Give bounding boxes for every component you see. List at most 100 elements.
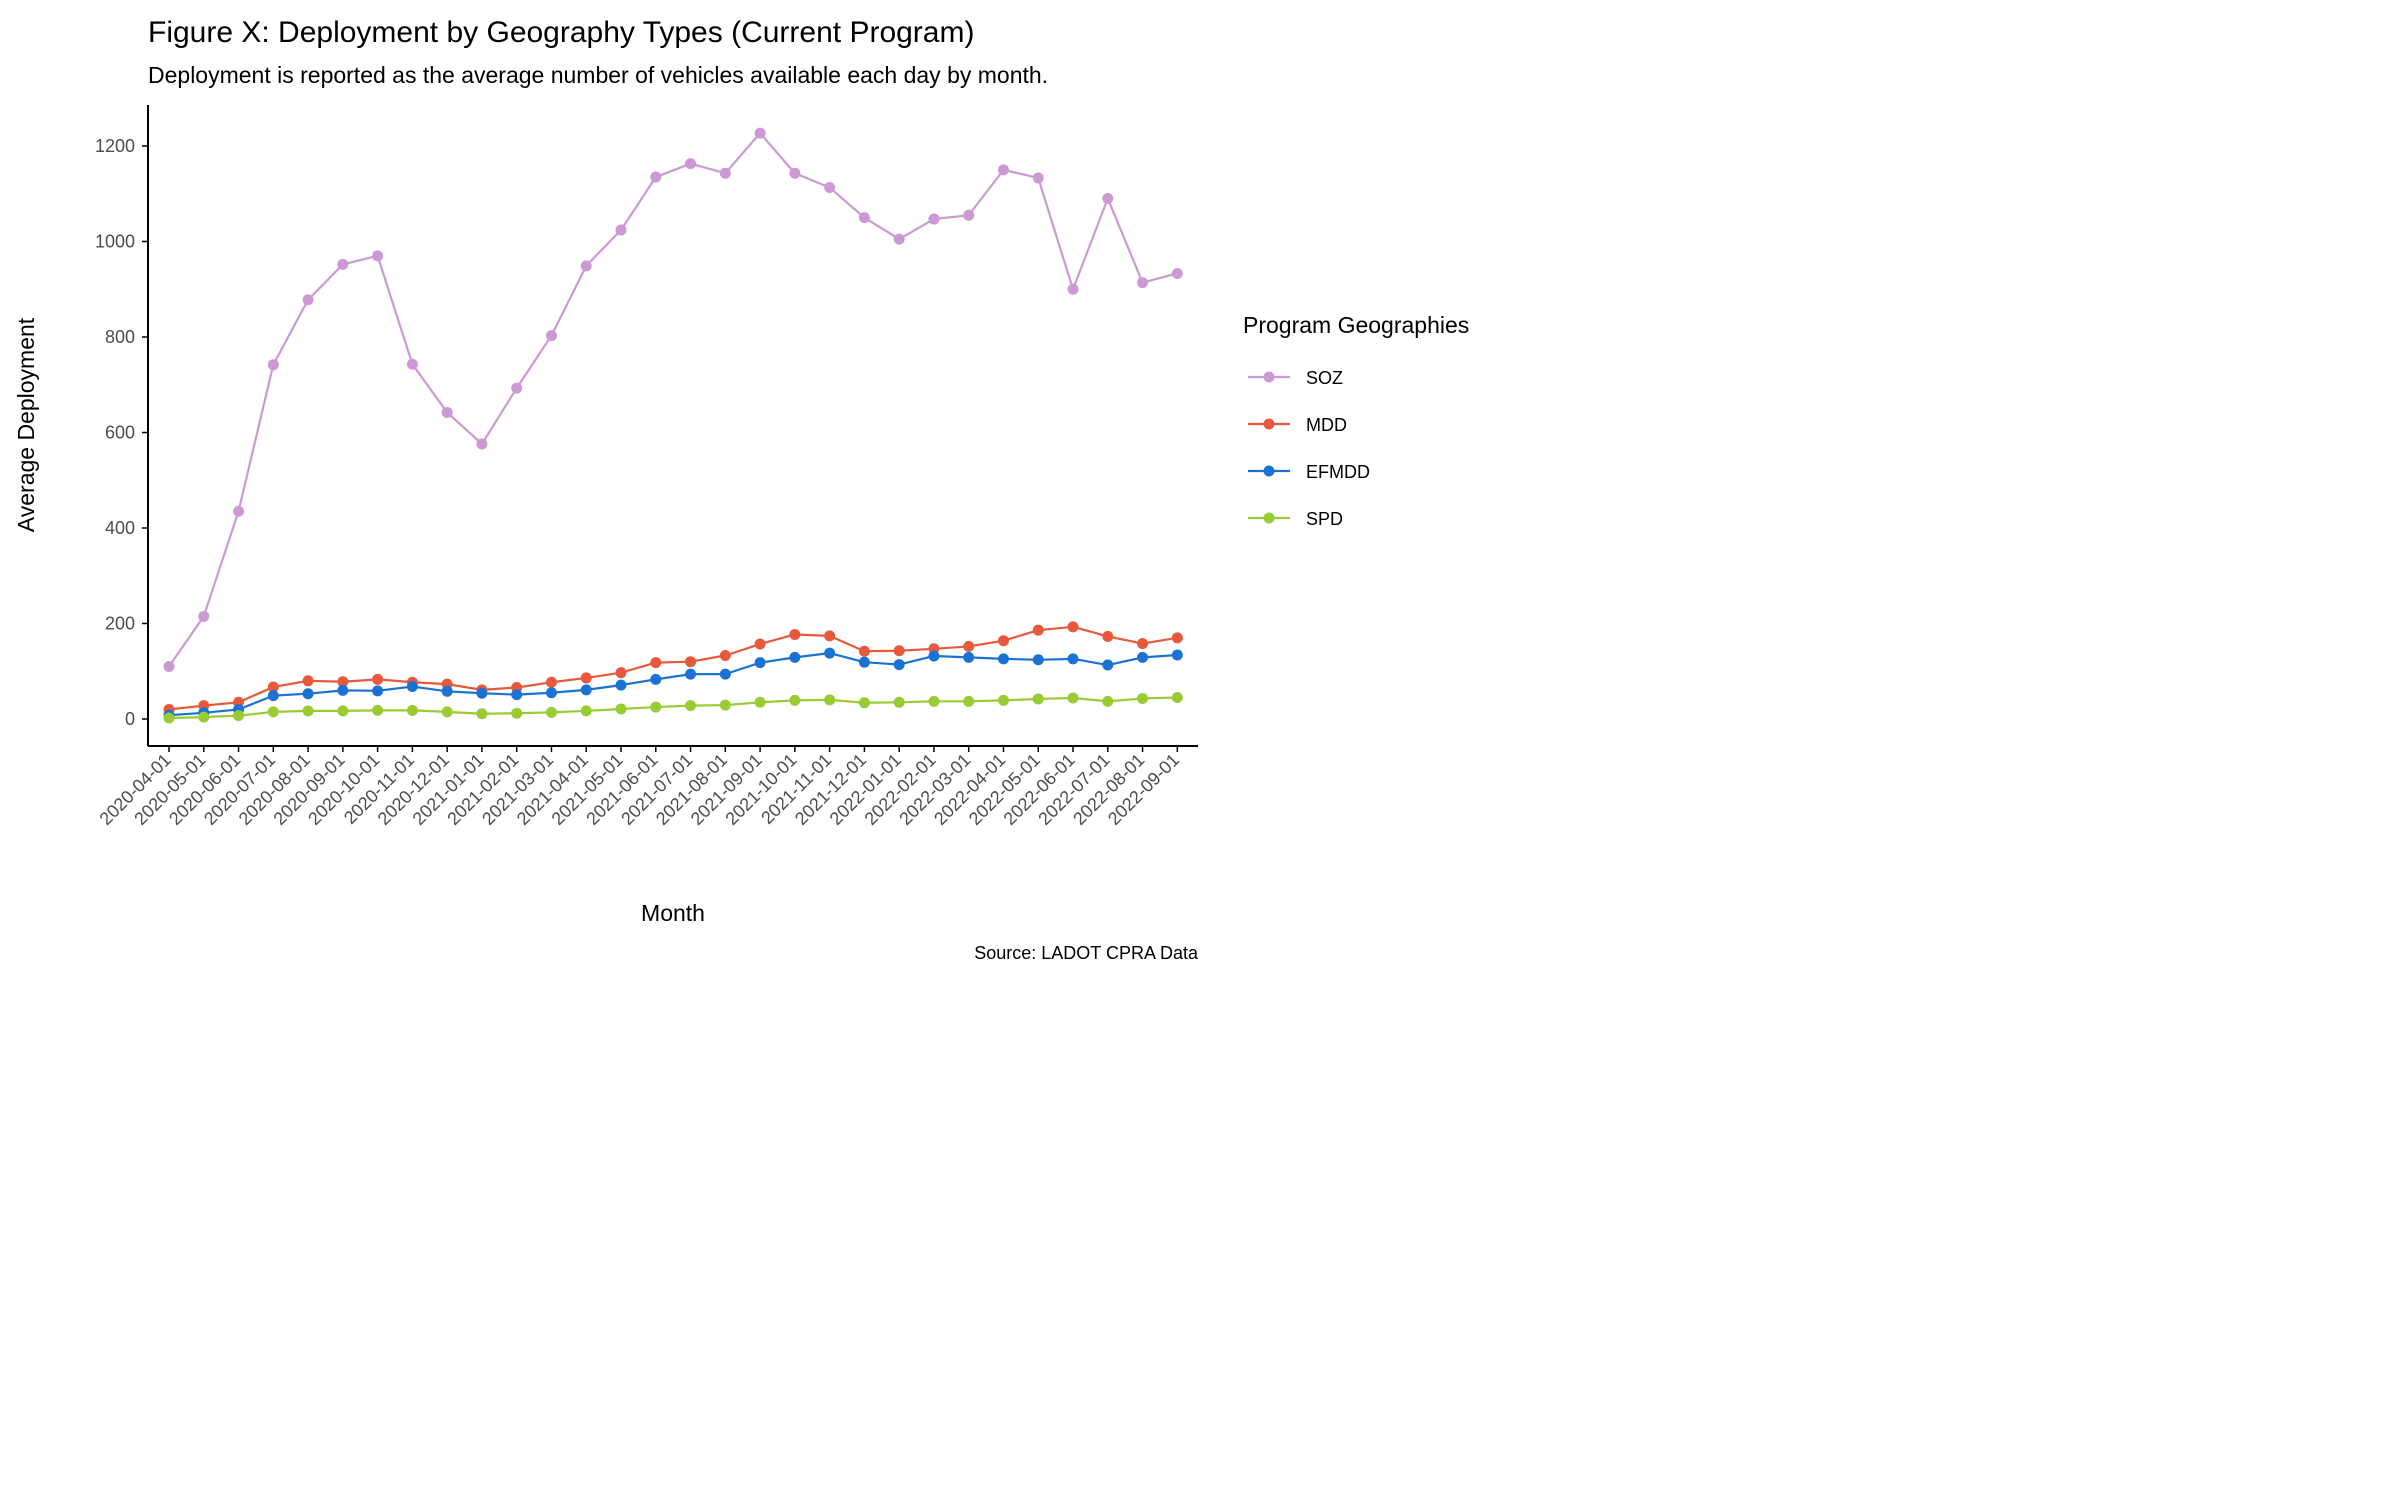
- y-tick-label: 200: [105, 614, 135, 634]
- data-point-spd: [1102, 695, 1114, 707]
- data-point-soz: [1137, 277, 1149, 289]
- data-point-spd: [267, 706, 279, 718]
- data-point-mdd: [824, 630, 836, 642]
- data-point-efmdd: [893, 659, 905, 671]
- data-point-spd: [476, 708, 488, 720]
- data-point-soz: [545, 330, 557, 342]
- y-tick-label: 400: [105, 518, 135, 538]
- data-point-efmdd: [337, 684, 349, 696]
- series-efmdd: [163, 647, 1183, 721]
- data-point-soz: [511, 382, 523, 394]
- data-point-efmdd: [267, 690, 279, 702]
- data-point-spd: [1137, 692, 1149, 704]
- data-point-mdd: [789, 628, 801, 640]
- data-point-mdd: [580, 672, 592, 684]
- data-point-soz: [1067, 283, 1079, 295]
- chart-subtitle: Deployment is reported as the average nu…: [148, 62, 1048, 88]
- legend: SOZ MDD EFMDD SPD: [1248, 368, 1370, 529]
- data-point-soz: [372, 250, 384, 262]
- data-point-soz: [406, 358, 418, 370]
- series-line-mdd: [168, 625, 1178, 711]
- data-point-soz: [928, 213, 940, 225]
- data-point-spd: [615, 703, 627, 715]
- data-point-spd: [233, 710, 245, 722]
- data-point-spd: [685, 700, 697, 712]
- data-point-mdd: [372, 673, 384, 685]
- data-point-efmdd: [615, 679, 627, 691]
- data-point-efmdd: [719, 668, 731, 680]
- data-point-spd: [1067, 692, 1079, 704]
- data-point-efmdd: [824, 647, 836, 659]
- data-point-spd: [163, 712, 175, 724]
- data-point-efmdd: [476, 687, 488, 699]
- legend-item-mdd: MDD: [1248, 415, 1347, 435]
- legend-item-efmdd: EFMDD: [1248, 462, 1370, 482]
- data-point-soz: [650, 171, 662, 183]
- series-spd: [163, 692, 1183, 724]
- data-point-efmdd: [511, 689, 523, 701]
- data-point-soz: [302, 294, 314, 306]
- y-tick-label: 1000: [95, 232, 135, 252]
- data-point-spd: [1032, 693, 1044, 705]
- data-point-mdd: [685, 656, 697, 668]
- chart-title: Figure X: Deployment by Geography Types …: [148, 16, 974, 49]
- data-point-mdd: [1137, 638, 1149, 650]
- data-point-soz: [233, 505, 245, 517]
- legend-title: Program Geographies: [1243, 312, 1469, 338]
- legend-key-point: [1263, 512, 1275, 524]
- data-point-spd: [441, 706, 453, 718]
- data-point-soz: [615, 224, 627, 236]
- legend-item-soz: SOZ: [1248, 368, 1343, 388]
- data-point-efmdd: [545, 687, 557, 699]
- data-point-mdd: [858, 645, 870, 657]
- legend-key-point: [1263, 465, 1275, 477]
- data-point-efmdd: [1032, 654, 1044, 666]
- data-point-soz: [789, 167, 801, 179]
- y-axis-title: Average Deployment: [13, 317, 39, 532]
- data-point-mdd: [337, 676, 349, 688]
- data-point-efmdd: [858, 656, 870, 668]
- y-tick-label: 800: [105, 327, 135, 347]
- y-tick-label: 600: [105, 423, 135, 443]
- series-mdd: [163, 621, 1183, 715]
- legend-label: MDD: [1306, 415, 1347, 435]
- series-soz: [163, 127, 1183, 672]
- data-point-soz: [1032, 172, 1044, 184]
- data-point-efmdd: [1137, 651, 1149, 663]
- data-point-spd: [302, 705, 314, 717]
- data-point-mdd: [1171, 632, 1183, 644]
- data-point-spd: [963, 695, 975, 707]
- data-point-soz: [963, 209, 975, 221]
- data-point-soz: [441, 406, 453, 418]
- data-point-soz: [1102, 193, 1114, 205]
- data-point-soz: [754, 127, 766, 139]
- chart: Figure X: Deployment by Geography Types …: [13, 16, 1469, 963]
- data-point-spd: [406, 704, 418, 716]
- data-point-mdd: [615, 667, 627, 679]
- data-point-spd: [650, 701, 662, 713]
- legend-label: SOZ: [1306, 368, 1343, 388]
- data-point-spd: [372, 704, 384, 716]
- y-tick-label: 0: [125, 709, 135, 729]
- data-point-spd: [789, 694, 801, 706]
- x-axis-title: Month: [641, 900, 705, 926]
- series-line-soz: [168, 132, 1178, 668]
- data-point-efmdd: [997, 653, 1009, 665]
- plot-area: 0200400600800100012002020-04-012020-05-0…: [95, 127, 1183, 829]
- data-point-spd: [997, 694, 1009, 706]
- data-point-spd: [928, 695, 940, 707]
- data-point-spd: [893, 696, 905, 708]
- data-point-efmdd: [928, 650, 940, 662]
- data-point-efmdd: [650, 673, 662, 685]
- caption: Source: LADOT CPRA Data: [974, 943, 1199, 963]
- y-tick-label: 1200: [95, 136, 135, 156]
- legend-item-spd: SPD: [1248, 509, 1343, 529]
- data-point-mdd: [1102, 630, 1114, 642]
- data-point-efmdd: [685, 668, 697, 680]
- data-point-mdd: [650, 657, 662, 669]
- data-point-soz: [163, 660, 175, 672]
- data-point-efmdd: [963, 651, 975, 663]
- data-point-soz: [685, 158, 697, 170]
- legend-label: EFMDD: [1306, 462, 1370, 482]
- data-point-efmdd: [441, 685, 453, 697]
